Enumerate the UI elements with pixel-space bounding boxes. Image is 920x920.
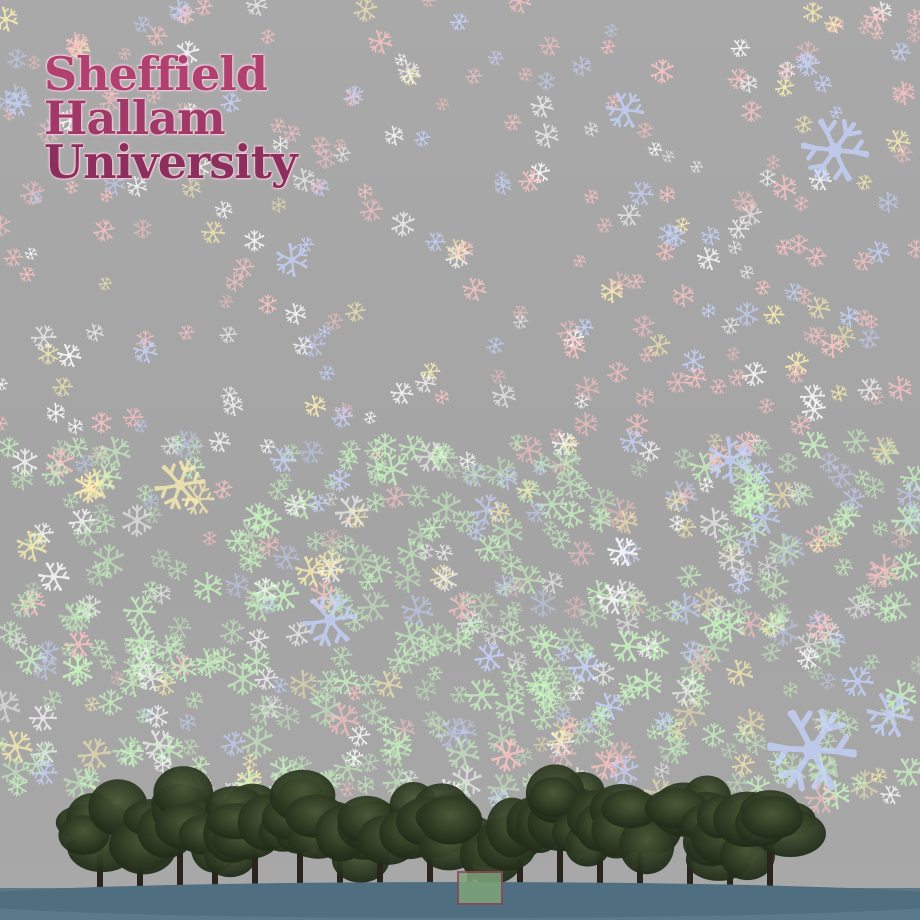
tree-icon [713,790,826,888]
logo-line-university: University [44,135,298,189]
university-logo: Sheffield Hallam University [44,47,298,189]
crate-object [457,871,503,905]
logo-line-hallam: Hallam [44,91,226,145]
logo-line-sheffield: Sheffield [44,47,268,101]
